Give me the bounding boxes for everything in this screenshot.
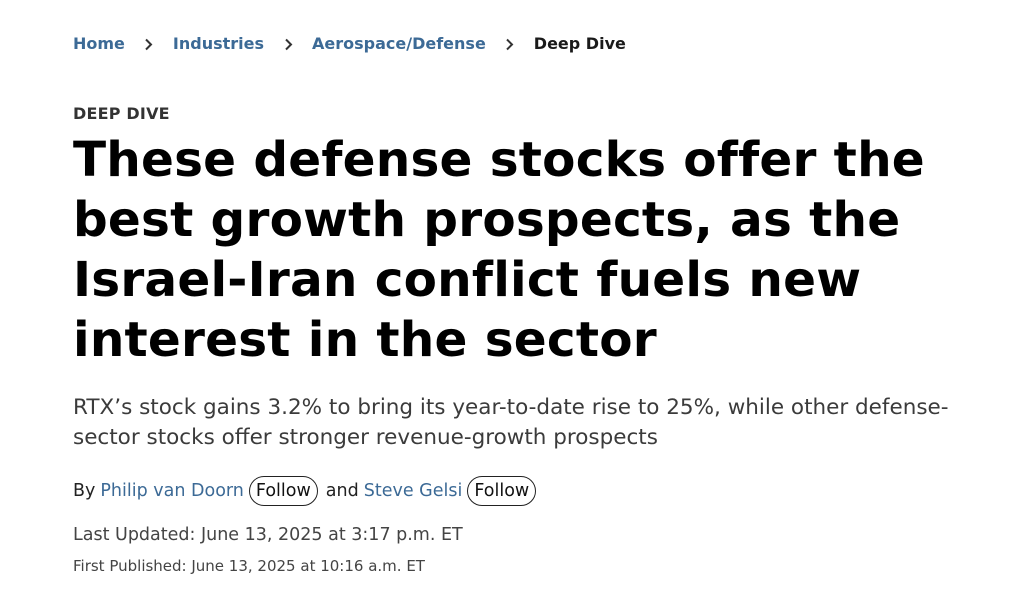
chevron-right-icon <box>264 34 312 53</box>
article-headline: These defense stocks offer the best grow… <box>73 132 925 368</box>
byline-prefix: By <box>73 481 96 501</box>
chevron-right-icon <box>125 34 173 53</box>
breadcrumb-current: Deep Dive <box>533 34 626 53</box>
breadcrumb-home[interactable]: Home <box>73 34 125 53</box>
breadcrumb: Home Industries Aerospace/Defense Deep D… <box>73 34 626 53</box>
byline-conjunction: and <box>325 481 359 501</box>
first-published-timestamp: First Published: June 13, 2025 at 10:16 … <box>73 557 425 575</box>
follow-button-steve-gelsi[interactable]: Follow <box>467 476 537 506</box>
author-link-steve-gelsi[interactable]: Steve Gelsi <box>363 481 463 501</box>
byline: By Philip van Doorn Follow and Steve Gel… <box>73 476 537 506</box>
article-kicker: DEEP DIVE <box>73 104 170 123</box>
last-updated-timestamp: Last Updated: June 13, 2025 at 3:17 p.m.… <box>73 525 463 545</box>
author-link-philip-van-doorn[interactable]: Philip van Doorn <box>100 481 244 501</box>
breadcrumb-industries[interactable]: Industries <box>172 34 265 53</box>
breadcrumb-aerospace-defense[interactable]: Aerospace/Defense <box>312 34 486 53</box>
follow-button-philip-van-doorn[interactable]: Follow <box>248 476 318 506</box>
article-subheadline: RTX’s stock gains 3.2% to bring its year… <box>73 395 949 450</box>
chevron-right-icon <box>486 34 534 53</box>
